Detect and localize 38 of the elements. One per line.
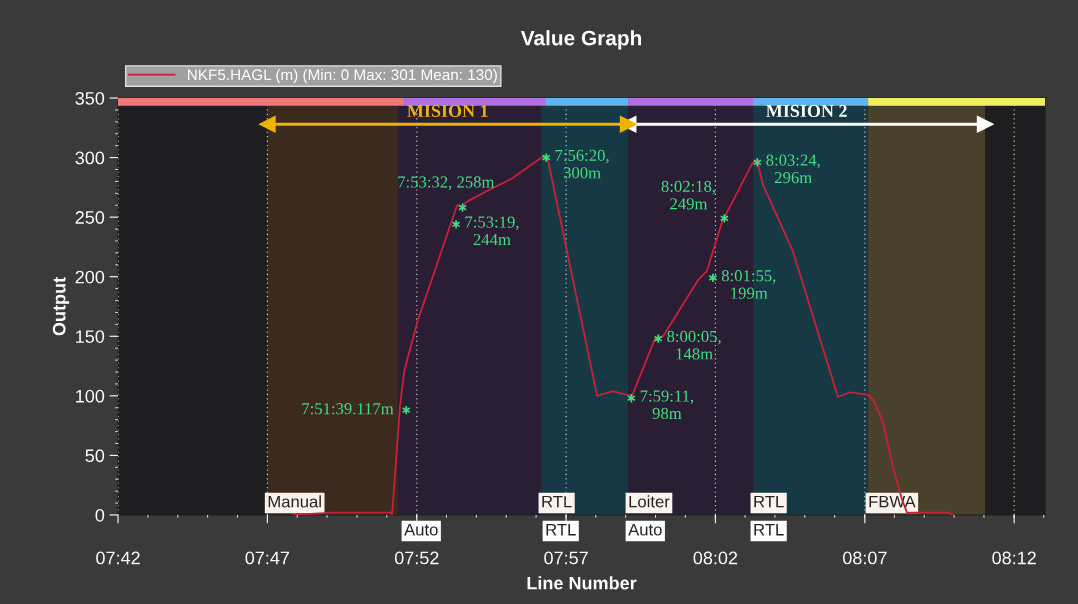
band-label: Manual [268, 495, 321, 508]
y-tick-label: 100 [76, 389, 105, 403]
annotation: 8:03:24, 296m [766, 154, 820, 184]
y-axis-title: Output [52, 277, 70, 336]
annotation: Auto [628, 523, 662, 536]
series-label: MISION 1 [407, 104, 488, 117]
annotation: 7:53:19, 244m [465, 216, 519, 245]
band-label: RTL [754, 495, 784, 508]
y-tick-label: 0 [95, 508, 105, 522]
annotation: 7:59:11, 98m [640, 390, 694, 420]
annotation: 8:00:05, 148m [667, 330, 721, 360]
annotation: 8:01:55, 199m [721, 270, 776, 299]
y-tick-label: 350 [75, 91, 105, 105]
annotation: 8:02:18, 249m [661, 180, 715, 210]
annotation: RTL [754, 523, 784, 536]
x-tick-label: 08:07 [843, 551, 887, 565]
x-tick-label: 08:02 [693, 551, 738, 565]
x-tick-label: 08:12 [992, 551, 1036, 565]
y-tick-label: 150 [76, 330, 105, 343]
x-axis-title: Line Number [527, 576, 637, 590]
annotation: 7:53:32, 258m [398, 176, 495, 190]
annotation: Auto [404, 523, 438, 536]
x-tick-label: 07:52 [394, 551, 439, 565]
band-label: Loiter [629, 495, 670, 508]
y-tick-label: 300 [75, 151, 105, 165]
y-tick-label: 250 [75, 211, 105, 224]
annotation: 7:51:39.117m [302, 403, 394, 415]
x-tick-label: 07:42 [96, 551, 140, 565]
chart-title: Value Graph [520, 30, 642, 50]
band-label: RTL [542, 495, 572, 508]
y-tick-label: 200 [75, 270, 105, 284]
series-label: MISION 2 [766, 104, 847, 117]
y-tick-label: 50 [85, 449, 105, 463]
annotation: RTL [546, 523, 576, 536]
annotation: 7:56:20, 300m [555, 149, 609, 179]
legend-label: NKF5.HAGL (m) (Min: 0 Max: 301 Mean: 130) [188, 68, 497, 84]
x-tick-label: 07:47 [245, 551, 290, 565]
x-tick-label: 07:57 [544, 551, 588, 565]
